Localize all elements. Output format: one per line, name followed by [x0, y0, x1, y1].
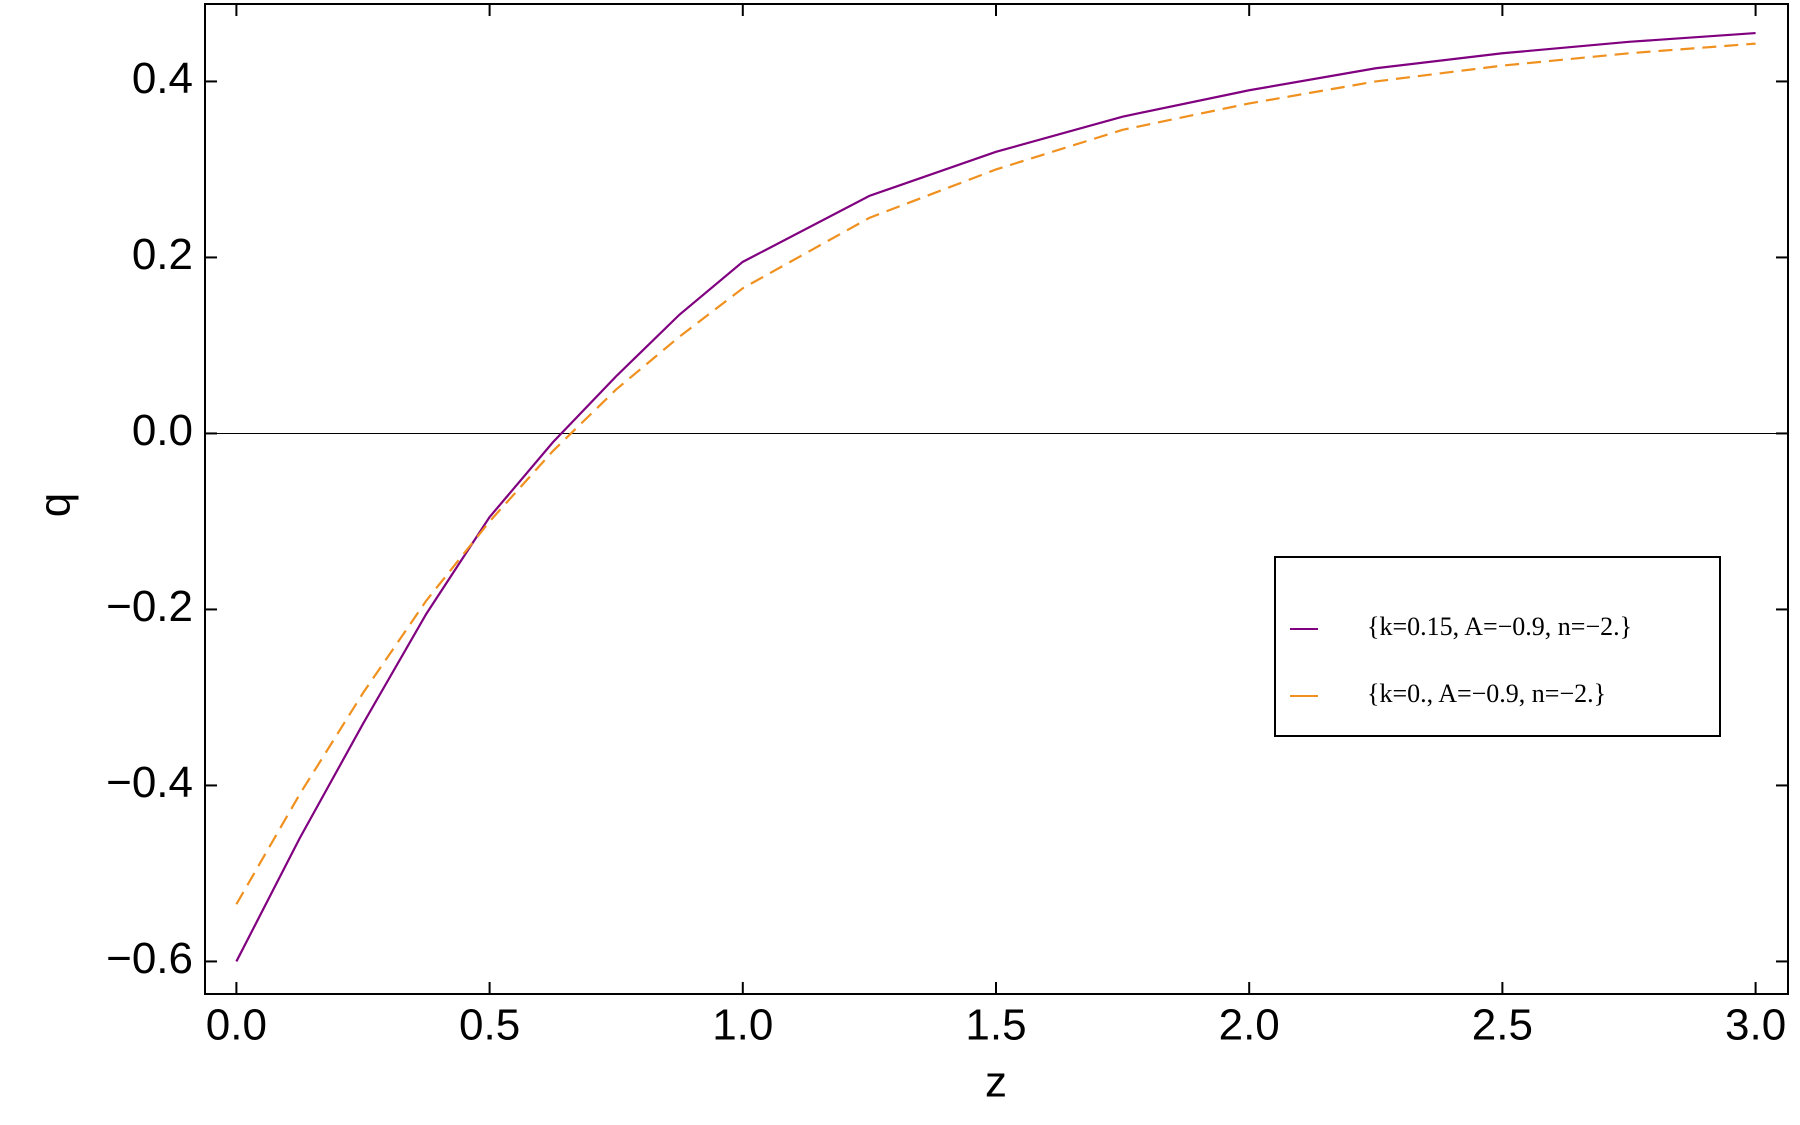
y-tick-label: −0.6 — [106, 934, 193, 983]
legend-box — [1274, 556, 1721, 737]
x-tick-label: 3.0 — [1725, 1001, 1786, 1050]
x-tick-label: 0.0 — [206, 1001, 267, 1050]
y-tick-label: −0.2 — [106, 582, 193, 631]
legend-label: {k=0., A=−0.9, n=−2.} — [1367, 679, 1606, 708]
series-line — [235, 42, 1756, 905]
legend-label: {k=0.15, A=−0.9, n=−2.} — [1367, 612, 1632, 641]
x-tick-label: 2.5 — [1472, 1001, 1533, 1050]
y-axis-label: q — [31, 493, 80, 517]
x-axis-label: z — [985, 1058, 1007, 1107]
series-line — [235, 31, 1756, 962]
y-tick-label: −0.4 — [106, 758, 193, 807]
x-tick-label: 0.5 — [459, 1001, 520, 1050]
x-tick-label: 1.5 — [965, 1001, 1026, 1050]
x-tick-label: 2.0 — [1219, 1001, 1280, 1050]
y-tick-label: 0.2 — [132, 230, 193, 279]
y-tick-label: 0.0 — [132, 406, 193, 455]
x-tick-label: 1.0 — [712, 1001, 773, 1050]
y-tick-label: 0.4 — [132, 54, 193, 103]
